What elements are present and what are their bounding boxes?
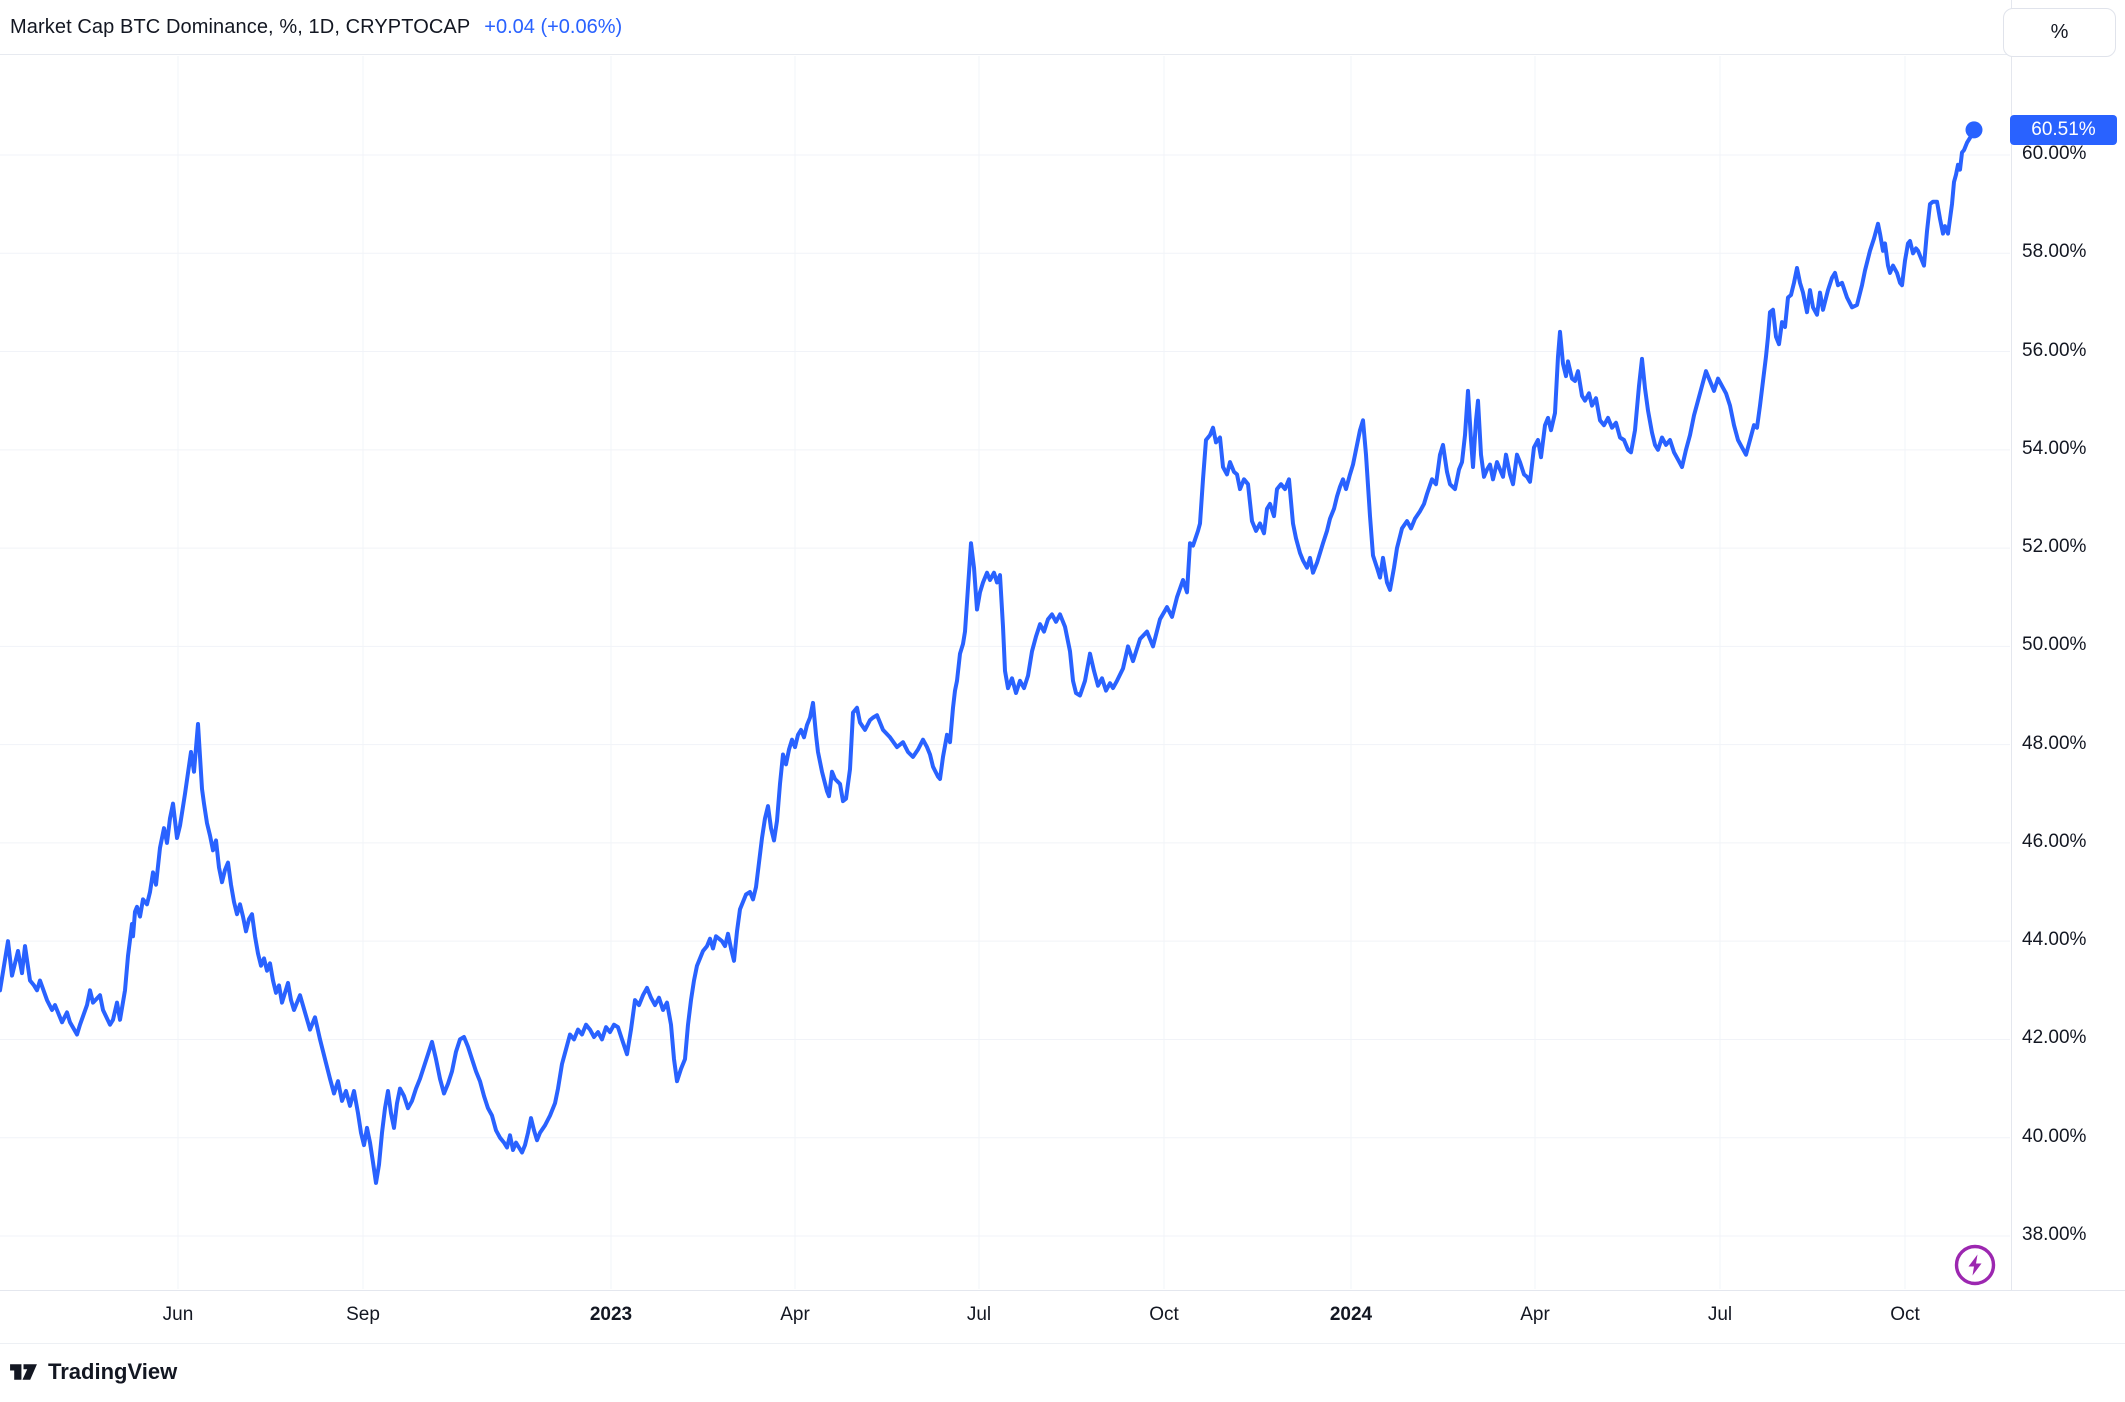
time-axis-month-label: Apr <box>780 1304 810 1325</box>
symbol-change-value: +0.04 (+0.06%) <box>484 15 623 38</box>
price-axis-label: 38.00% <box>2022 1223 2087 1245</box>
price-axis-label: 40.00% <box>2022 1125 2087 1147</box>
price-axis-label: 58.00% <box>2022 241 2087 263</box>
time-axis-year-label: 2024 <box>1329 1304 1373 1325</box>
time-axis-month-label: Jul <box>1707 1304 1733 1325</box>
tradingview-logo-icon <box>8 1356 39 1387</box>
price-axis-label: 54.00% <box>2022 437 2087 459</box>
time-axis-month-label: Sep <box>346 1304 380 1325</box>
price-axis-label: 50.00% <box>2022 634 2087 656</box>
time-axis-separator <box>0 1290 2125 1291</box>
boost-flash-button[interactable] <box>1953 1243 1997 1287</box>
price-axis-label: 52.00% <box>2022 536 2087 558</box>
last-point-dot <box>1965 121 1983 139</box>
price-axis-label: 44.00% <box>2022 929 2087 951</box>
time-axis-month-label: Jun <box>162 1304 194 1325</box>
header-separator <box>0 54 2010 55</box>
time-axis-month-label: Oct <box>1149 1304 1179 1325</box>
time-axis-month-label: Jul <box>966 1304 992 1325</box>
btc-dominance-line[interactable] <box>0 127 1976 1185</box>
footer-separator <box>0 1343 2125 1344</box>
price-axis-label: 56.00% <box>2022 339 2087 361</box>
symbol-title[interactable]: Market Cap BTC Dominance, %, 1D, CRYPTOC… <box>10 15 471 38</box>
tradingview-attribution[interactable]: TradingView <box>8 1356 177 1387</box>
price-axis-label: 42.00% <box>2022 1027 2087 1049</box>
price-axis-label: 48.00% <box>2022 732 2087 754</box>
time-axis-month-label: Apr <box>1520 1304 1550 1325</box>
price-axis-label: 60.00% <box>2022 143 2087 164</box>
percent-unit-button[interactable]: % <box>2003 8 2116 57</box>
price-axis-separator <box>2011 0 2012 1290</box>
last-price-badge: 60.51% <box>2010 114 2117 145</box>
price-axis-label: 46.00% <box>2022 830 2087 852</box>
time-axis-year-label: 2023 <box>589 1304 633 1325</box>
chart-legend: Market Cap BTC Dominance, %, 1D, CRYPTOC… <box>10 10 622 44</box>
lightning-bolt-icon <box>1954 1244 1996 1286</box>
tradingview-brand-text: TradingView <box>48 1358 178 1384</box>
time-axis-month-label: Oct <box>1890 1304 1920 1325</box>
